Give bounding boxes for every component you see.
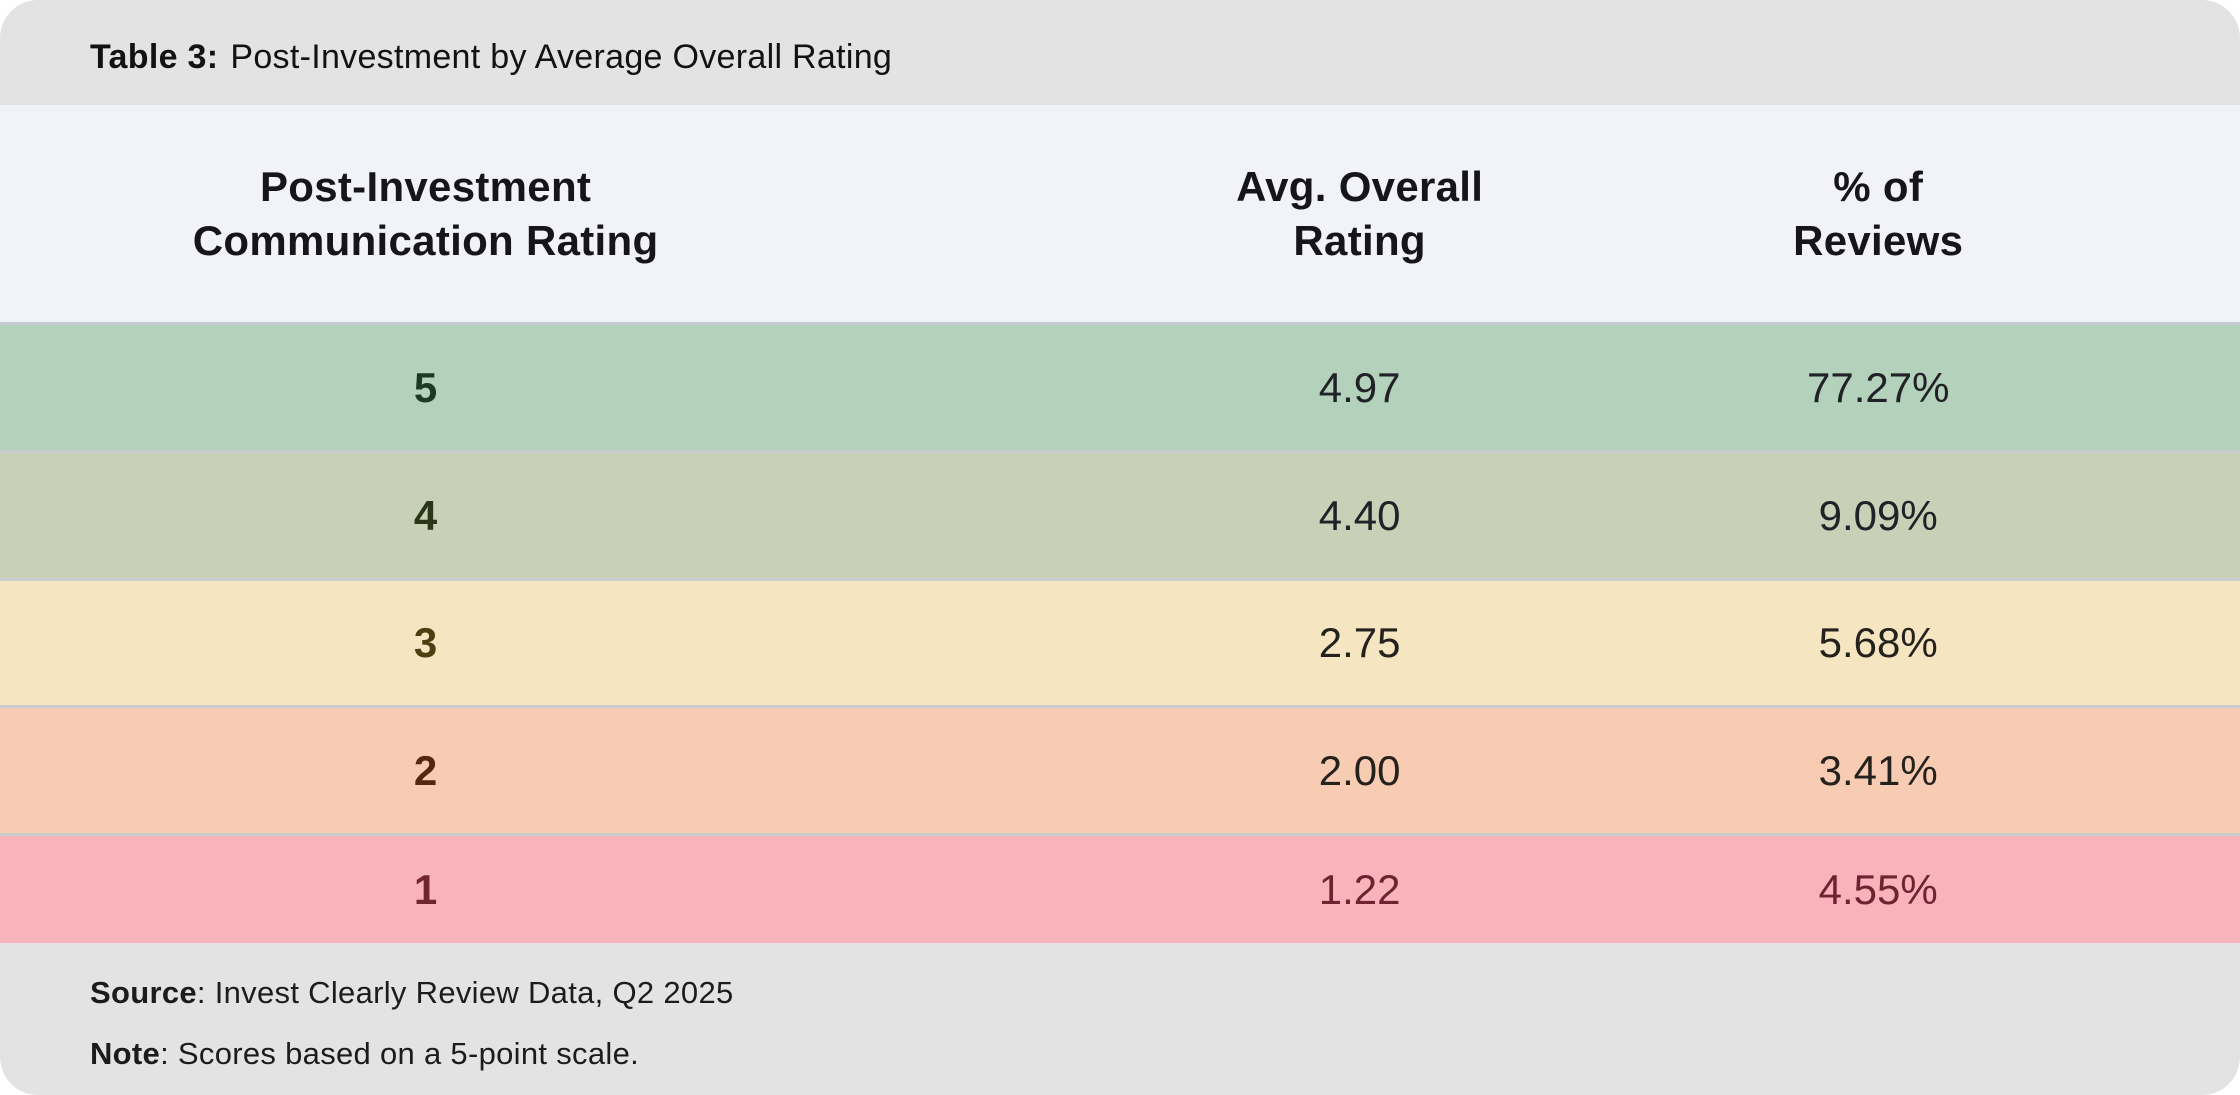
source-label: Source bbox=[90, 975, 197, 1010]
header-line: Rating bbox=[1293, 216, 1426, 264]
source-text: : Invest Clearly Review Data, Q2 2025 bbox=[196, 975, 734, 1010]
header-line: Post-Investment bbox=[259, 163, 592, 211]
avg-overall-cell: 4.40 bbox=[1318, 491, 1401, 539]
header-line: Communication Rating bbox=[192, 216, 659, 264]
rating-cell: 4 bbox=[413, 491, 438, 539]
table-title: Post-Investment by Average Overall Ratin… bbox=[230, 38, 893, 76]
table-row: 2 2.00 3.41% bbox=[0, 705, 2240, 833]
avg-overall-cell: 4.97 bbox=[1318, 363, 1401, 411]
table-row: 3 2.75 5.68% bbox=[0, 578, 2240, 705]
note-text: : Scores based on a 5-point scale. bbox=[160, 1035, 640, 1071]
rating-cell: 3 bbox=[413, 619, 438, 666]
avg-overall-cell: 2.75 bbox=[1318, 619, 1401, 666]
pct-reviews-cell: 3.41% bbox=[1818, 746, 1938, 794]
avg-overall-cell: 2.00 bbox=[1318, 746, 1401, 794]
pct-reviews-cell: 4.55% bbox=[1818, 865, 1938, 913]
rating-cell: 5 bbox=[413, 363, 438, 411]
title-band: Table 3: Post-Investment by Average Over… bbox=[0, 0, 2240, 105]
table-row: 1 1.22 4.55% bbox=[0, 833, 2240, 943]
table-row: 5 4.97 77.27% bbox=[0, 322, 2240, 450]
header-line: Avg. Overall bbox=[1236, 163, 1484, 211]
avg-overall-cell: 1.22 bbox=[1318, 865, 1401, 913]
source-line: Source: Invest Clearly Review Data, Q2 2… bbox=[90, 971, 2150, 1016]
column-header-pct-of-reviews: % of Reviews bbox=[1516, 160, 2240, 267]
header-line: Reviews bbox=[1793, 216, 1964, 264]
table-row: 4 4.40 9.09% bbox=[0, 450, 2240, 578]
pct-reviews-cell: 5.68% bbox=[1818, 619, 1938, 666]
header-line: % of bbox=[1833, 163, 1924, 211]
note-line: Note: Scores based on a 5-point scale. bbox=[90, 1032, 2150, 1077]
column-header-communication-rating: Post-Investment Communication Rating bbox=[0, 160, 851, 267]
pct-reviews-cell: 77.27% bbox=[1806, 363, 1950, 411]
column-header-avg-overall-rating: Avg. Overall Rating bbox=[1203, 160, 1517, 267]
rating-cell: 1 bbox=[413, 865, 438, 913]
note-label: Note bbox=[90, 1035, 161, 1071]
table-number-label: Table 3: bbox=[90, 38, 219, 76]
table-header-row: Post-Investment Communication Rating Avg… bbox=[0, 105, 2240, 322]
pct-reviews-cell: 9.09% bbox=[1818, 491, 1938, 539]
footer-band: Source: Invest Clearly Review Data, Q2 2… bbox=[0, 943, 2240, 1095]
rating-cell: 2 bbox=[413, 746, 438, 794]
